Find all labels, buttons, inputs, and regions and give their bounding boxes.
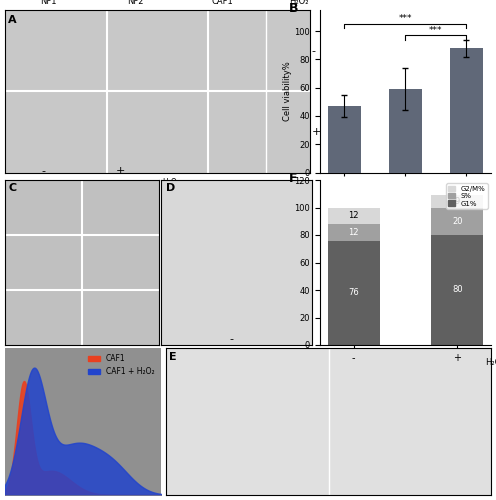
Y-axis label: Cell viability%: Cell viability% [283, 62, 292, 121]
Text: ***: *** [399, 14, 412, 24]
Text: CAF1: CAF1 [212, 0, 234, 6]
Text: 12: 12 [348, 228, 359, 237]
Text: F: F [289, 172, 298, 184]
Bar [432, 208, 483, 235]
Bar [432, 195, 483, 207]
Legend: CAF1, CAF1 + H₂O₂: CAF1, CAF1 + H₂O₂ [85, 352, 157, 380]
Text: B: B [289, 2, 299, 15]
Bar [432, 235, 483, 345]
Text: NF1: NF1 [40, 0, 57, 6]
Bar [328, 224, 379, 240]
Bar [328, 208, 379, 224]
Text: -: - [41, 166, 46, 176]
Text: D: D [166, 184, 175, 194]
Text: H₂O₂: H₂O₂ [442, 335, 462, 344]
Text: NF2: NF2 [127, 0, 144, 6]
Legend: G2/M%, S%, G1%: G2/M%, S%, G1% [446, 184, 488, 208]
Text: -: - [311, 46, 315, 56]
Text: *: * [342, 334, 348, 344]
Text: H₂O₂: H₂O₂ [485, 358, 496, 367]
Bar [389, 89, 422, 172]
Text: 80: 80 [452, 286, 463, 294]
Text: 12: 12 [348, 211, 359, 220]
Text: E: E [170, 352, 177, 362]
Text: -: - [229, 334, 233, 344]
Bar [328, 240, 379, 345]
Text: 9: 9 [455, 197, 460, 206]
Text: 20: 20 [452, 217, 463, 226]
Text: C: C [8, 184, 16, 194]
Bar [328, 106, 361, 172]
Text: H₂O₂: H₂O₂ [289, 0, 308, 6]
Text: +: + [116, 166, 125, 176]
Text: ***: *** [429, 26, 443, 35]
Bar [450, 48, 483, 172]
Text: +: + [311, 127, 321, 137]
Text: H₂O₂: H₂O₂ [162, 178, 180, 188]
Text: 76: 76 [348, 288, 359, 297]
Text: A: A [8, 15, 17, 25]
